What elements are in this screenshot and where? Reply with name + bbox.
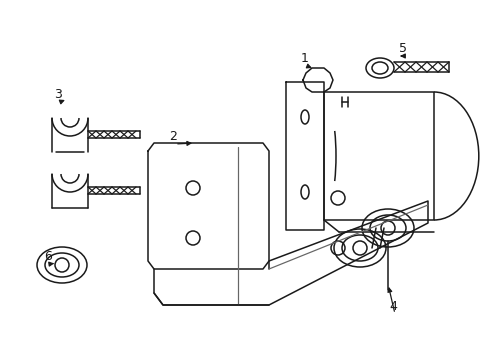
Text: 1: 1 [301, 52, 308, 65]
Text: 2: 2 [169, 130, 177, 143]
Text: 6: 6 [44, 250, 52, 263]
Text: 5: 5 [398, 42, 406, 55]
Text: 3: 3 [54, 88, 62, 101]
Text: 4: 4 [388, 300, 396, 313]
